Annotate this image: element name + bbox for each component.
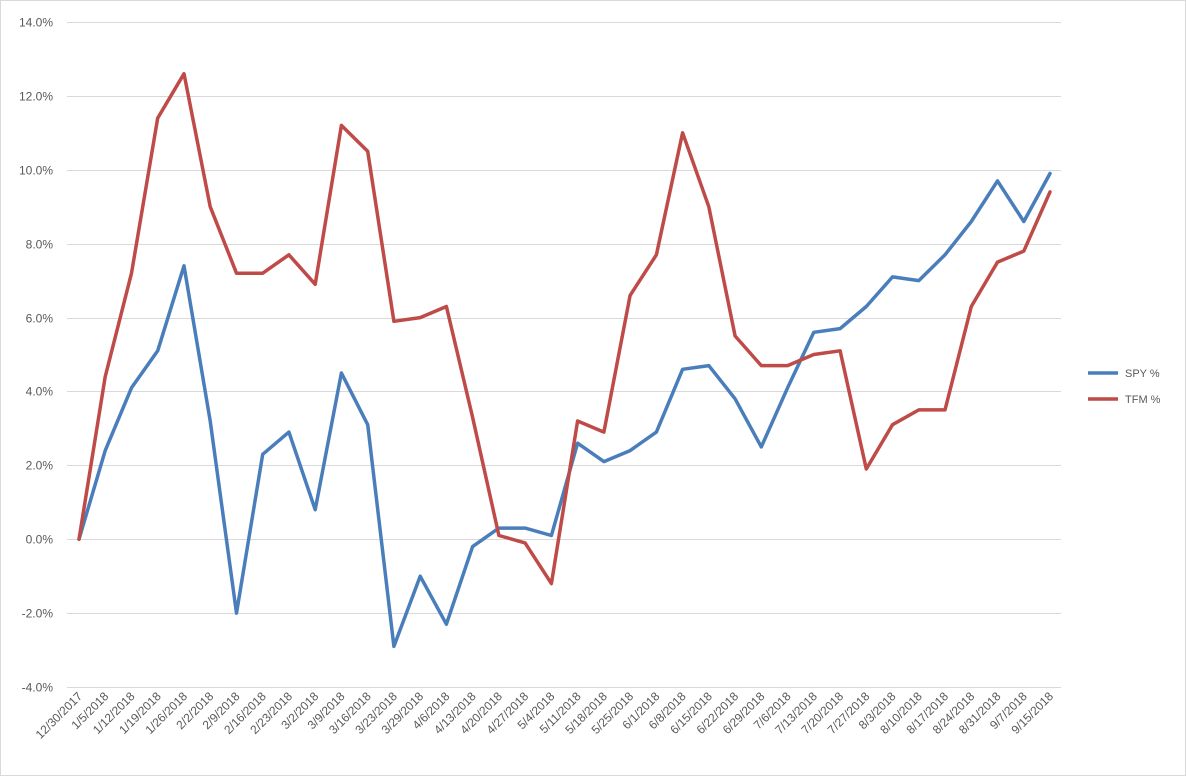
legend-label: SPY %	[1125, 368, 1160, 380]
y-tick-label: 2.0%	[26, 459, 54, 473]
legend: SPY % TFM %	[1088, 368, 1161, 406]
y-tick-label: -4.0%	[22, 681, 54, 695]
y-tick-label: 4.0%	[26, 385, 54, 399]
y-tick-label: 8.0%	[26, 238, 54, 252]
axes: -4.0% -2.0% 0.0% 2.0% 4.0% 6.0% 8.0% 10.0% 12.0%…	[19, 16, 1061, 742]
y-tick-label: 12.0%	[19, 90, 53, 104]
y-tick-label: 14.0%	[19, 16, 53, 30]
series-line-tfm	[77, 71, 1052, 586]
series-lines	[77, 71, 1052, 649]
y-tick-label: -2.0%	[22, 607, 54, 621]
gridlines	[67, 22, 1061, 688]
y-tick-label: 10.0%	[19, 164, 53, 178]
legend-label: TFM %	[1125, 394, 1161, 406]
series-line-spy	[77, 171, 1052, 649]
y-tick-label: 0.0%	[26, 533, 54, 547]
y-tick-label: 6.0%	[26, 312, 54, 326]
